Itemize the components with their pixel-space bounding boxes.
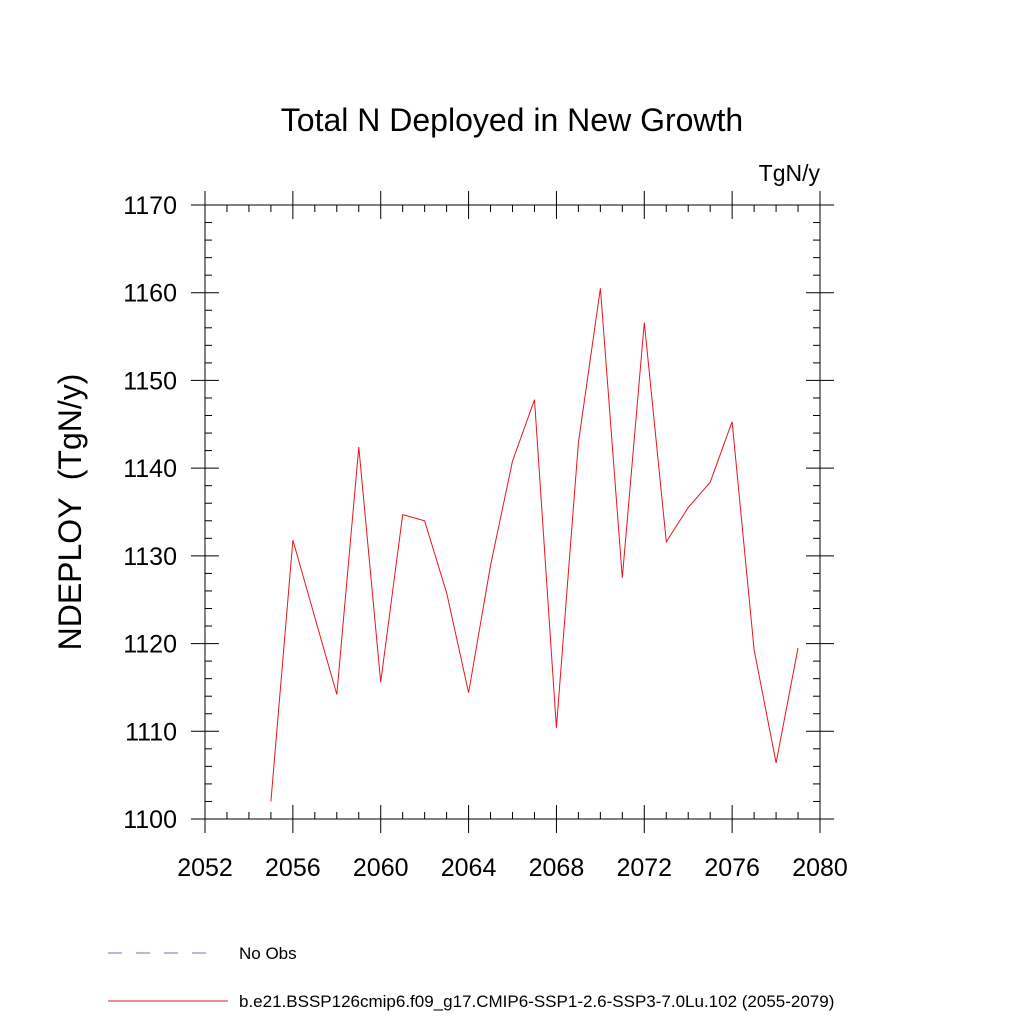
x-tick-label: 2076 (704, 854, 760, 882)
y-tick-label: 1150 (123, 367, 177, 395)
x-tick-label: 2060 (353, 854, 409, 882)
y-tick-label: 1130 (123, 543, 177, 571)
legend-label-model: b.e21.BSSP126cmip6.f09_g17.CMIP6-SSP1-2.… (239, 992, 834, 1011)
x-tick-label: 2068 (529, 854, 585, 882)
units-label: TgN/y (759, 160, 821, 186)
y-tick-label: 1100 (123, 806, 177, 834)
y-axis-label: NDEPLOY (TgN/y) (52, 374, 88, 651)
chart-title: Total N Deployed in New Growth (281, 102, 743, 138)
y-tick-label: 1140 (123, 455, 177, 483)
series-group (270, 288, 799, 802)
x-tick-label: 2072 (616, 854, 672, 882)
x-tick-label: 2056 (265, 854, 321, 882)
series-line (270, 288, 799, 802)
minor-ticks (205, 205, 820, 819)
y-tick-label: 1160 (123, 280, 177, 308)
y-tick-label: 1170 (123, 192, 177, 220)
y-tick-label: 1120 (123, 631, 177, 659)
y-tick-label: 1110 (125, 718, 177, 746)
y-axis: 1100 1110 1120 1130 1140 1150 1160 1170 (123, 192, 834, 834)
x-axis: 2052 2056 2060 2064 2068 2072 2076 2080 (177, 191, 848, 882)
x-tick-label: 2064 (441, 854, 497, 882)
legend: No Obs b.e21.BSSP126cmip6.f09_g17.CMIP6-… (108, 944, 834, 1011)
x-tick-label: 2052 (177, 854, 233, 882)
legend-label-no-obs: No Obs (239, 944, 297, 963)
plot-frame (204, 204, 821, 820)
x-tick-label: 2080 (792, 854, 848, 882)
